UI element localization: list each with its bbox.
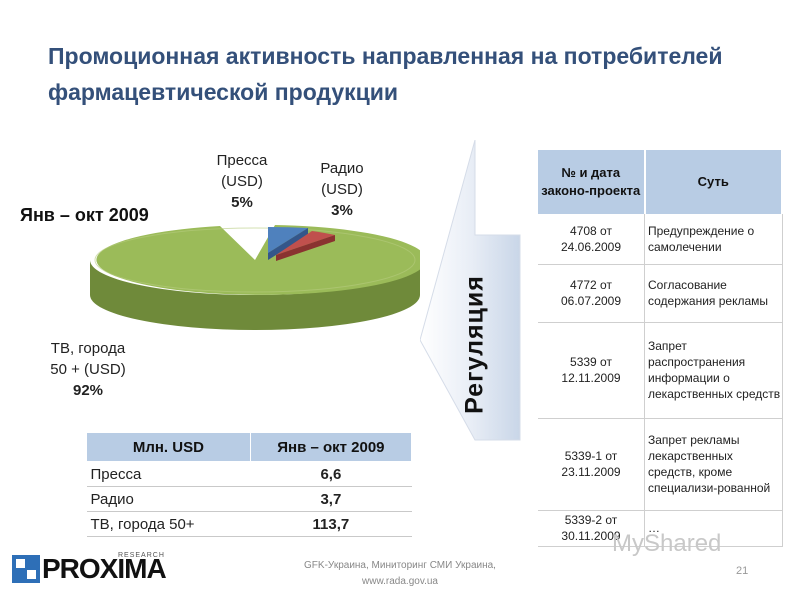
law-number: 4772 от 06.07.2009 <box>538 264 645 323</box>
regulation-arrow-shape <box>420 140 521 441</box>
law-number: 5339 от 12.11.2009 <box>538 322 645 419</box>
source-note: GFK-Украина, Миниторинг СМИ Украина, www… <box>304 560 496 587</box>
row-label: Пресса <box>86 461 251 487</box>
page-number: 21 <box>736 565 749 577</box>
table-row: 5339-1 от 23.11.2009 Запрет рекламы лека… <box>538 418 783 511</box>
law-number: 5339-1 от 23.11.2009 <box>538 418 645 511</box>
slice-label-press: Пресса (USD) 5% <box>216 152 268 211</box>
logo-text: PROXIMA <box>42 553 167 584</box>
table-row: Радио 3,7 <box>86 486 412 512</box>
slide-title: Промоционная активность направленная на … <box>48 43 723 105</box>
row-value: 6,6 <box>250 461 412 487</box>
row-value: 113,7 <box>250 511 412 537</box>
law-description: … <box>644 510 783 547</box>
pie-slice-tv <box>96 225 420 295</box>
pie-chart <box>90 225 420 330</box>
logo-subtitle: RESEARCH <box>118 552 165 559</box>
law-header-essence: Суть <box>644 150 783 214</box>
law-header-number: № и дата законо-проекта <box>538 150 646 214</box>
proxima-logo-icon <box>12 555 40 583</box>
summary-header-period: Янв – окт 2009 <box>249 432 413 462</box>
summary-table: Млн. USD Янв – окт 2009 Пресса 6,6 Радио… <box>86 432 413 537</box>
law-description: Запрет распространения информации о лека… <box>644 322 783 419</box>
row-label: ТВ, города 50+ <box>86 511 251 537</box>
slice-label-tv: ТВ, города 50 + (USD) 92% <box>50 340 126 399</box>
table-row: Пресса 6,6 <box>86 461 412 487</box>
regulation-label: Регуляция <box>460 275 489 414</box>
law-number: 4708 от 24.06.2009 <box>538 214 645 265</box>
pie-slice-tv-side <box>90 260 420 330</box>
slice-label-radio: Радио (USD) 3% <box>320 160 364 219</box>
summary-header-unit: Млн. USD <box>86 432 251 462</box>
table-row: 4708 от 24.06.2009 Предупреждение о само… <box>538 214 783 265</box>
table-row: 5339-2 от 30.11.2009 … <box>538 510 783 547</box>
table-row: 5339 от 12.11.2009 Запрет распространени… <box>538 322 783 419</box>
pie-period-label: Янв – окт 2009 <box>20 205 149 225</box>
watermark: MyShared <box>612 530 722 557</box>
pie-slice-press <box>268 226 308 253</box>
law-description: Предупреждение о самолечении <box>644 214 783 265</box>
table-row: ТВ, города 50+ 113,7 <box>86 511 412 537</box>
law-number: 5339-2 от 30.11.2009 <box>538 510 645 547</box>
pie-slice-radio <box>276 231 335 255</box>
law-description: Согласование содержания рекламы <box>644 264 783 323</box>
table-row: 4772 от 06.07.2009 Согласование содержан… <box>538 264 783 323</box>
row-label: Радио <box>86 486 251 512</box>
row-value: 3,7 <box>250 486 412 512</box>
law-table: № и дата законо-проекта Суть 4708 от 24.… <box>538 150 783 547</box>
law-description: Запрет рекламы лекарственных средств, кр… <box>644 418 783 511</box>
